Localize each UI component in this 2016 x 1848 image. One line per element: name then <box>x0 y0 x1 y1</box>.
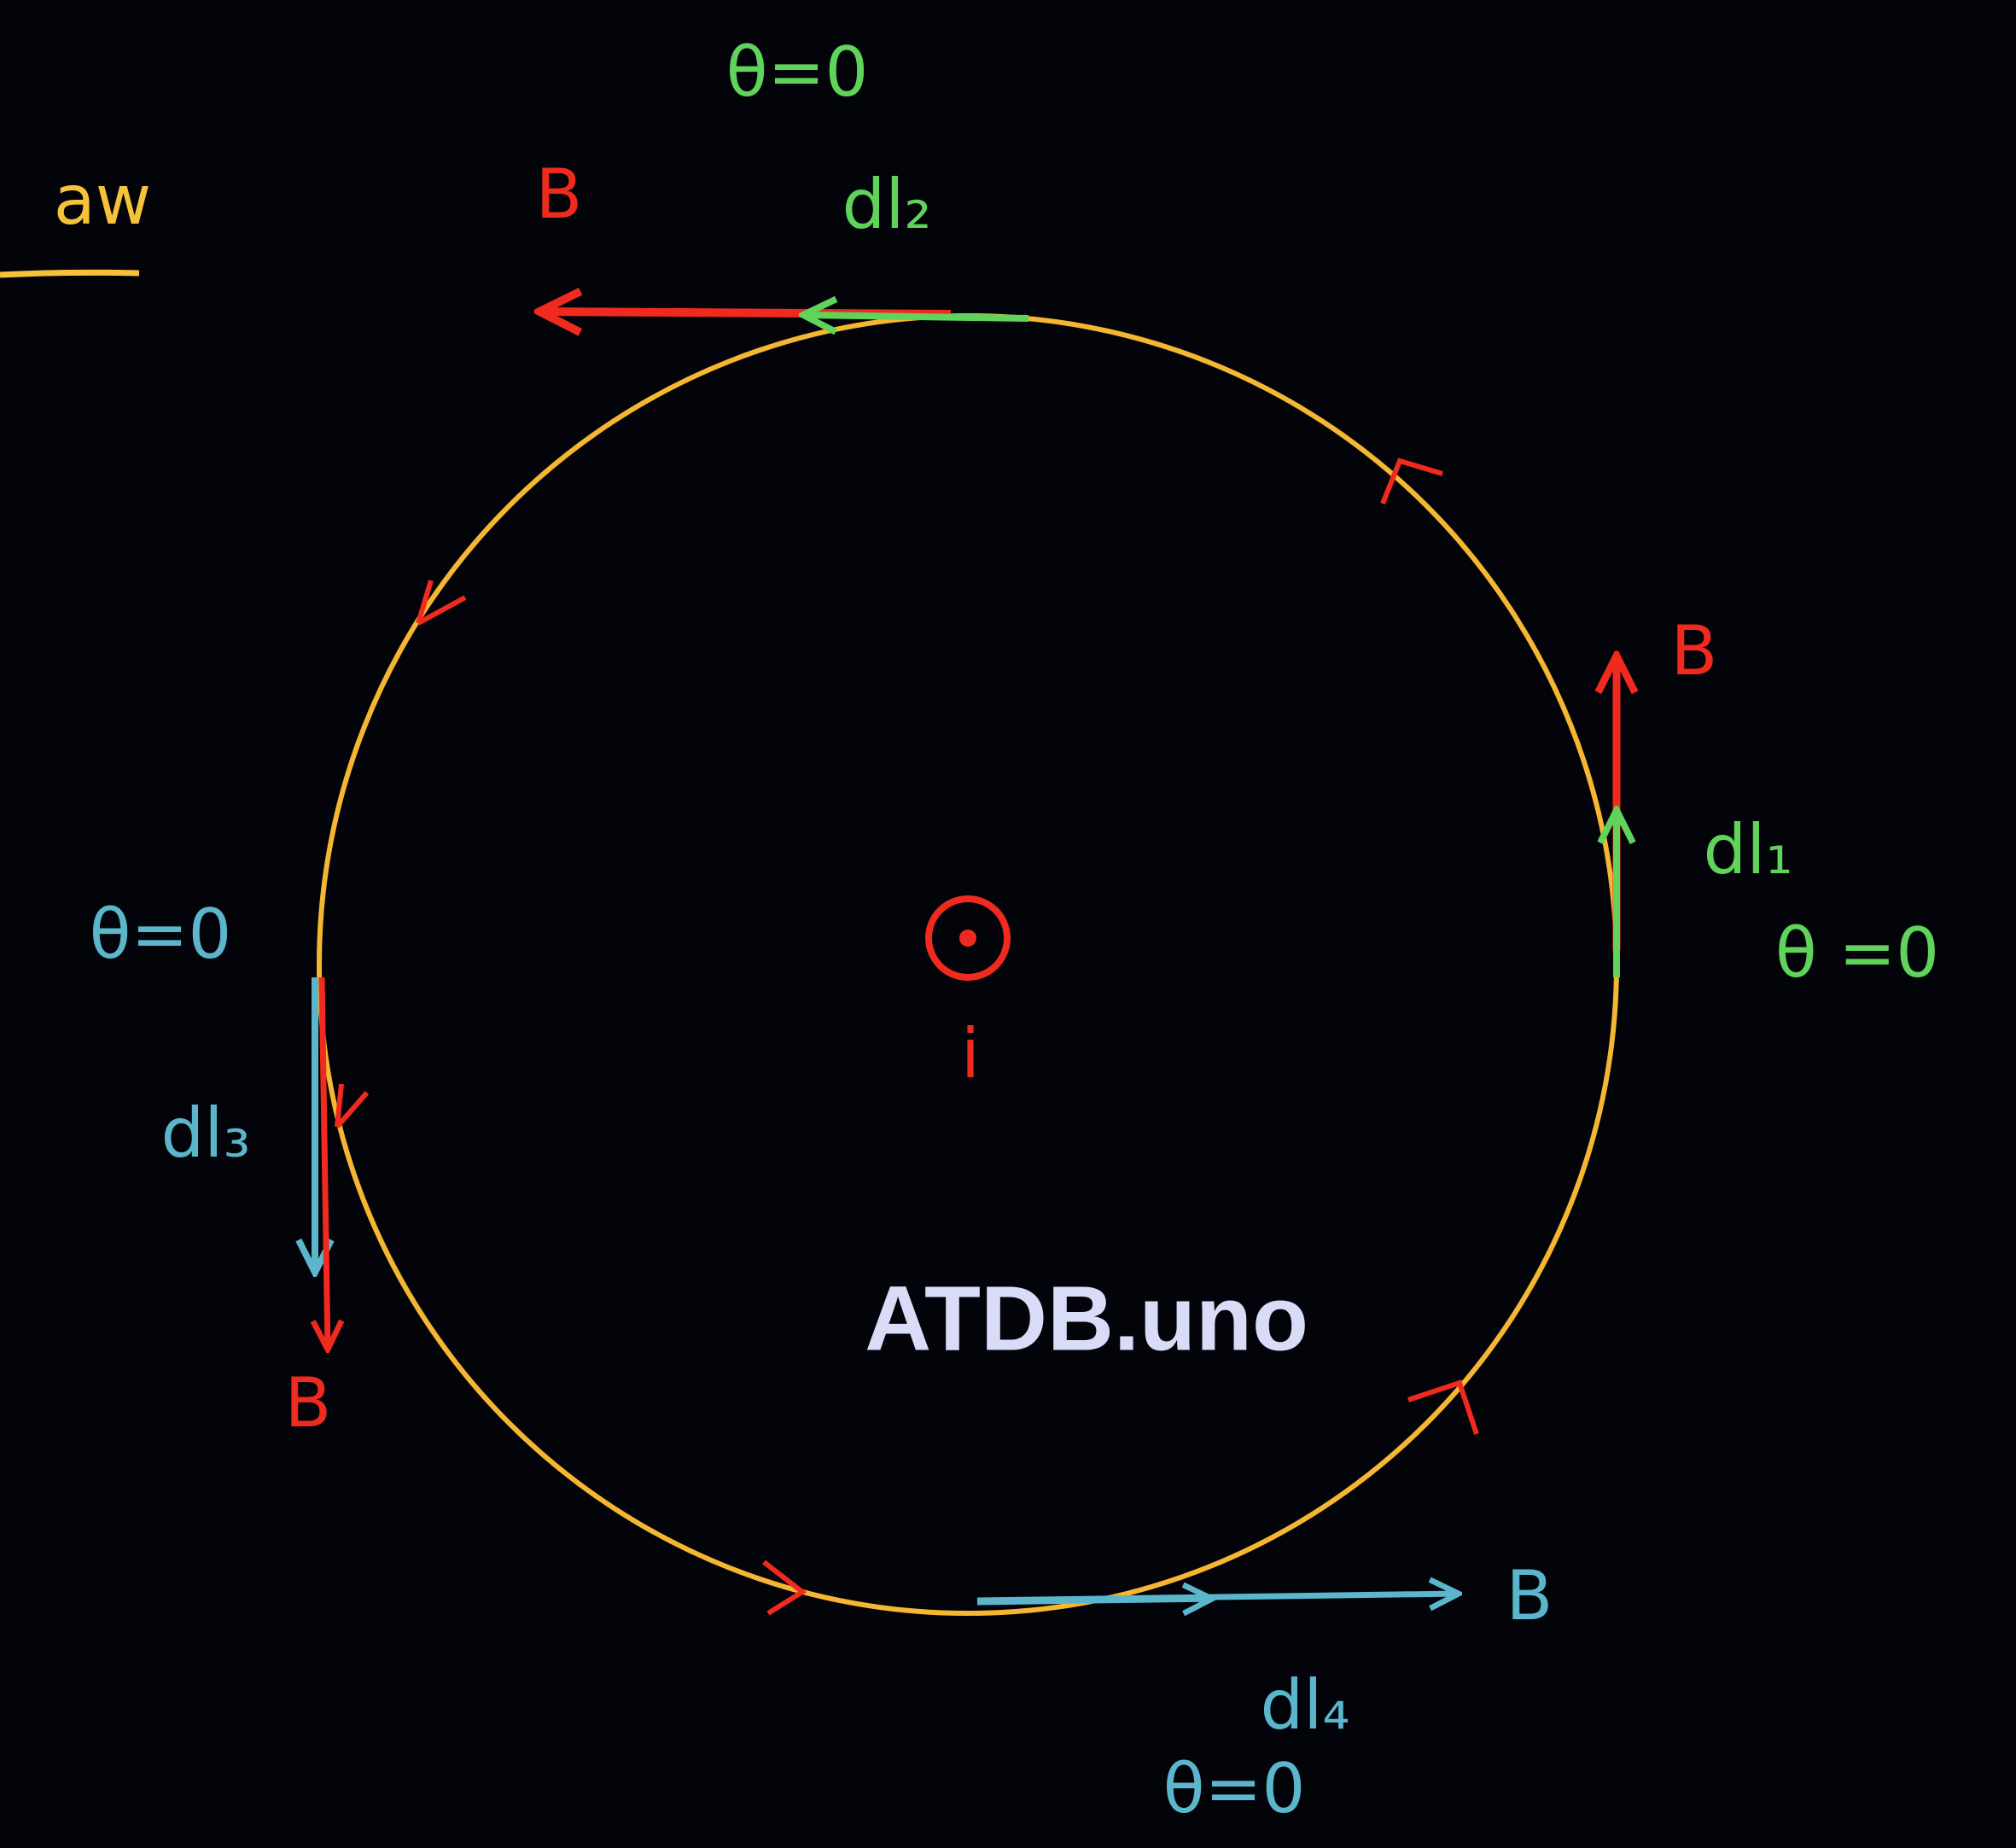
element-label: dl₂ <box>842 165 931 244</box>
theta-label: θ=0 <box>726 32 869 112</box>
field-arrow <box>322 976 328 1350</box>
field-label: B <box>1671 611 1718 691</box>
field-label: B <box>536 154 583 234</box>
current-dot <box>959 930 976 947</box>
element-label: dl₁ <box>1703 810 1792 889</box>
underline <box>0 269 140 278</box>
current-symbol <box>925 895 1011 981</box>
element-arrow <box>803 315 1029 318</box>
theta-label: θ =0 <box>1775 913 1939 993</box>
element-label: dl₄ <box>1260 1665 1349 1745</box>
element-label: dl₃ <box>160 1093 250 1173</box>
current-label: i <box>961 1014 980 1093</box>
title: aw <box>54 160 151 240</box>
watermark: ATDB.uno <box>865 1267 1308 1370</box>
field-label: B <box>285 1363 332 1443</box>
element-arrow <box>976 1599 1212 1602</box>
theta-label: θ=0 <box>1163 1749 1306 1828</box>
field-label: B <box>1506 1556 1553 1635</box>
theta-label: θ=0 <box>90 895 232 974</box>
direction-chevrons <box>335 458 1479 1616</box>
